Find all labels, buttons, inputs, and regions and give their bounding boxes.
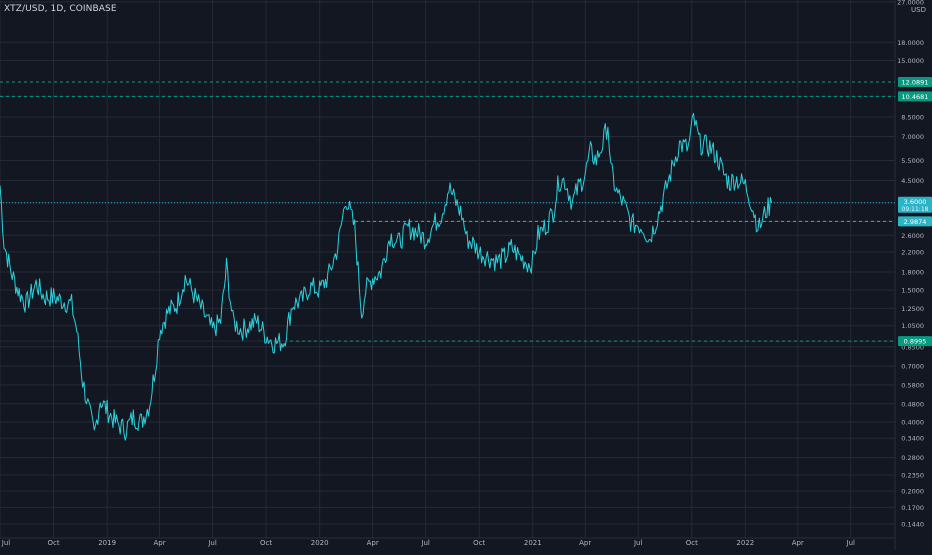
y-tick-label: 1.2500 <box>901 305 924 313</box>
y-tick-label: 1.8000 <box>901 268 924 276</box>
level-price-label: 10.4681 <box>902 93 929 101</box>
y-tick-label: 18.0000 <box>897 39 924 47</box>
x-tick-label: Oct <box>48 539 60 547</box>
y-tick-label: 0.5800 <box>901 381 924 389</box>
y-tick-label: 4.5000 <box>901 177 924 185</box>
y-tick-label: 0.4000 <box>901 418 924 426</box>
y-tick-label: 1.5000 <box>901 287 924 295</box>
x-tick-label: 2020 <box>311 539 329 547</box>
level-price-label: 2.9874 <box>904 218 927 226</box>
y-tick-label: 27.0000 <box>897 0 924 6</box>
y-tick-label: 5.5000 <box>901 157 924 165</box>
x-tick-label: Apr <box>153 539 165 547</box>
current-price-label: 3.6000 <box>904 198 927 206</box>
y-tick-label: 2.2000 <box>901 248 924 256</box>
y-tick-label: 0.2800 <box>901 454 924 462</box>
level-price-label: 0.8995 <box>904 338 927 346</box>
x-tick-label: Apr <box>579 539 591 547</box>
x-tick-label: 2022 <box>736 539 754 547</box>
x-tick-label: Jul <box>420 539 430 547</box>
level-price-tag <box>898 76 932 87</box>
y-tick-label: 0.1440 <box>901 520 924 528</box>
y-tick-label: 0.1700 <box>901 504 924 512</box>
x-tick-label: Jul <box>207 539 217 547</box>
x-tick-label: Jul <box>633 539 643 547</box>
currency-label: USD <box>911 6 926 14</box>
current-price-tag <box>898 196 932 213</box>
y-tick-label: 1.0500 <box>901 322 924 330</box>
y-tick-label: 0.7000 <box>901 363 924 371</box>
x-tick-label: 2021 <box>524 539 542 547</box>
x-tick-label: 2019 <box>98 539 116 547</box>
x-tick-label: Jul <box>1 539 11 547</box>
x-tick-label: Apr <box>792 539 804 547</box>
x-tick-label: Oct <box>686 539 698 547</box>
y-tick-label: 2.6000 <box>901 232 924 240</box>
y-tick-label: 0.2350 <box>901 472 924 480</box>
level-price-tag <box>898 336 932 347</box>
level-price-tag <box>898 91 932 102</box>
countdown-label: 09:11:18 <box>902 206 929 213</box>
y-tick-label: 8.5000 <box>901 114 924 122</box>
level-price-tag <box>898 216 932 227</box>
x-tick-label: Oct <box>260 539 272 547</box>
y-tick-label: 15.0000 <box>897 57 924 65</box>
price-series-line <box>0 112 773 441</box>
level-price-label: 12.0891 <box>902 78 929 86</box>
x-tick-label: Oct <box>473 539 485 547</box>
symbol-title: XTZ/USD, 1D, COINBASE <box>4 4 117 14</box>
y-tick-label: 7.0000 <box>901 133 924 141</box>
y-tick-label: 0.3400 <box>901 435 924 443</box>
y-tick-label: 0.2000 <box>901 488 924 496</box>
x-tick-label: Jul <box>846 539 856 547</box>
y-tick-label: 0.4800 <box>901 400 924 408</box>
y-tick-label: 0.8500 <box>901 343 924 351</box>
x-tick-label: Apr <box>367 539 379 547</box>
